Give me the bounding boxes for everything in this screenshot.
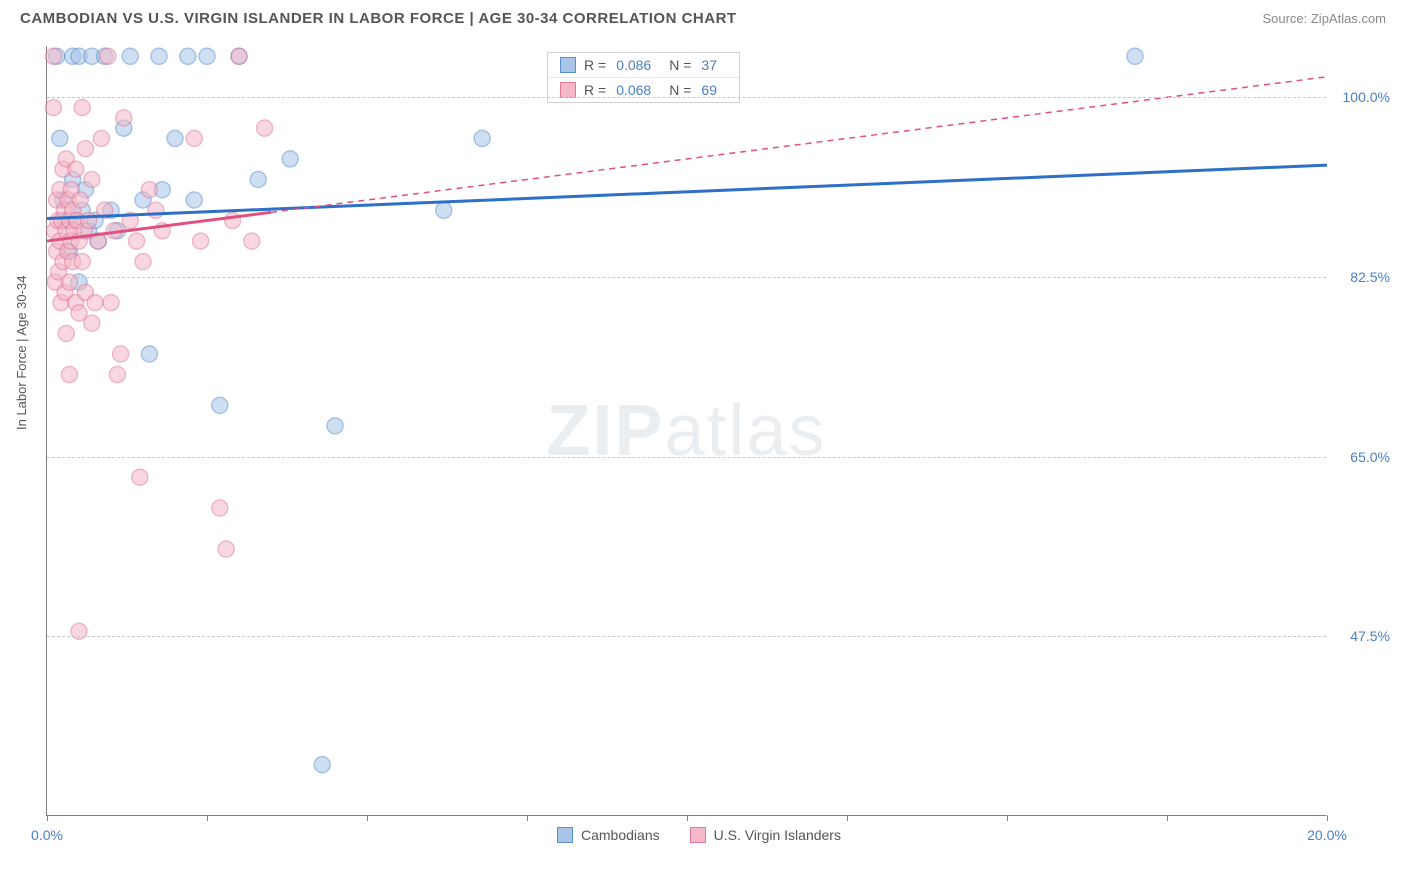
data-point	[167, 130, 183, 146]
x-tick	[527, 815, 528, 821]
chart-area: ZIPatlas R =0.086N =37R =0.068N =69 Camb…	[46, 46, 1326, 816]
data-point	[61, 367, 77, 383]
source-label: Source: ZipAtlas.com	[1262, 11, 1386, 26]
legend-swatch	[557, 827, 573, 843]
legend-n-value: 37	[701, 57, 717, 73]
data-point	[141, 182, 157, 198]
data-point	[231, 48, 247, 64]
x-tick	[367, 815, 368, 821]
x-tick	[1327, 815, 1328, 821]
y-tick-label: 47.5%	[1350, 628, 1390, 644]
x-tick	[687, 815, 688, 821]
legend-r-value: 0.086	[616, 57, 651, 73]
x-tick-label: 20.0%	[1307, 827, 1347, 843]
data-point	[74, 254, 90, 270]
data-point	[87, 295, 103, 311]
data-point	[186, 130, 202, 146]
x-tick-label: 0.0%	[31, 827, 63, 843]
legend-r-label: R =	[584, 57, 606, 73]
data-point	[1127, 48, 1143, 64]
data-point	[129, 233, 145, 249]
data-point	[257, 120, 273, 136]
legend-series: Cambodians U.S. Virgin Islanders	[557, 827, 841, 843]
data-point	[225, 213, 241, 229]
y-tick-label: 82.5%	[1350, 269, 1390, 285]
gridline	[47, 457, 1326, 458]
data-point	[212, 397, 228, 413]
data-point	[93, 130, 109, 146]
data-point	[148, 202, 164, 218]
legend-swatch	[690, 827, 706, 843]
legend-series-label: U.S. Virgin Islanders	[714, 827, 841, 843]
data-point	[186, 192, 202, 208]
y-tick-label: 65.0%	[1350, 449, 1390, 465]
legend-n-value: 69	[701, 82, 717, 98]
legend-series-item: Cambodians	[557, 827, 660, 843]
data-point	[81, 213, 97, 229]
legend-series-item: U.S. Virgin Islanders	[690, 827, 841, 843]
data-point	[135, 254, 151, 270]
data-point	[109, 367, 125, 383]
data-point	[180, 48, 196, 64]
data-point	[282, 151, 298, 167]
data-point	[72, 192, 88, 208]
legend-n-label: N =	[669, 57, 691, 73]
trend-line	[47, 165, 1327, 218]
y-tick-label: 100.0%	[1343, 89, 1390, 105]
data-point	[58, 325, 74, 341]
data-point	[218, 541, 234, 557]
chart-title: CAMBODIAN VS U.S. VIRGIN ISLANDER IN LAB…	[20, 10, 737, 27]
x-tick	[207, 815, 208, 821]
data-point	[327, 418, 343, 434]
data-point	[314, 757, 330, 773]
x-tick	[1167, 815, 1168, 821]
data-point	[52, 130, 68, 146]
data-point	[116, 110, 132, 126]
header: CAMBODIAN VS U.S. VIRGIN ISLANDER IN LAB…	[0, 0, 1406, 35]
data-point	[103, 295, 119, 311]
data-point	[122, 48, 138, 64]
data-point	[199, 48, 215, 64]
legend-swatch	[560, 82, 576, 98]
data-point	[250, 171, 266, 187]
legend-swatch	[560, 57, 576, 73]
scatter-plot	[47, 46, 1326, 815]
data-point	[45, 48, 61, 64]
gridline	[47, 97, 1326, 98]
x-tick	[1007, 815, 1008, 821]
data-point	[84, 315, 100, 331]
data-point	[132, 469, 148, 485]
data-point	[212, 500, 228, 516]
data-point	[74, 100, 90, 116]
data-point	[436, 202, 452, 218]
x-tick	[847, 815, 848, 821]
legend-r-label: R =	[584, 82, 606, 98]
legend-row: R = 0.086 N = 37	[548, 53, 739, 77]
gridline	[47, 636, 1326, 637]
data-point	[474, 130, 490, 146]
data-point	[100, 48, 116, 64]
data-point	[193, 233, 209, 249]
data-point	[84, 171, 100, 187]
data-point	[113, 346, 129, 362]
data-point	[244, 233, 260, 249]
x-tick	[47, 815, 48, 821]
legend-correlation: R = 0.086 N = 37 R = 0.068 N = 69	[547, 52, 740, 103]
y-axis-label: In Labor Force | Age 30-34	[14, 276, 29, 430]
data-point	[77, 141, 93, 157]
data-point	[151, 48, 167, 64]
legend-n-label: N =	[669, 82, 691, 98]
legend-series-label: Cambodians	[581, 827, 660, 843]
data-point	[68, 161, 84, 177]
data-point	[45, 100, 61, 116]
data-point	[141, 346, 157, 362]
gridline	[47, 277, 1326, 278]
legend-r-value: 0.068	[616, 82, 651, 98]
